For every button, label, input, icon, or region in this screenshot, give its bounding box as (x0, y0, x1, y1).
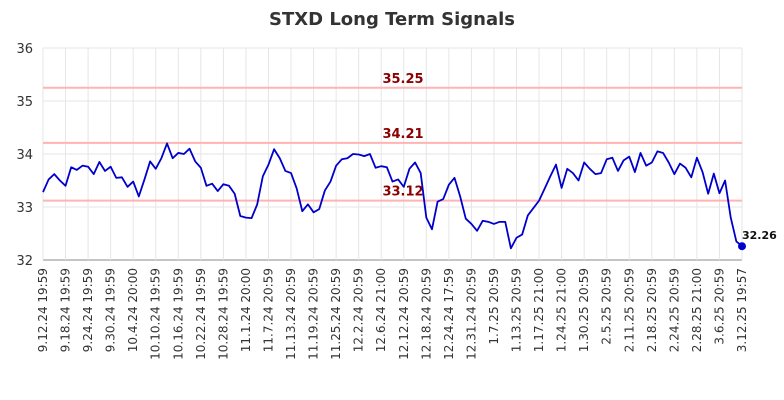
x-tick-label: 2.28.25 21:00 (690, 268, 704, 352)
x-tick-label: 11.7.24 20:59 (261, 268, 275, 352)
x-tick-label: 1.24.25 21:00 (555, 268, 569, 352)
x-tick-label: 12.18.24 20:59 (419, 268, 433, 360)
axis-layer: 32 33 34 35 36 9.12.24 19:59 9.18.24 19:59 9.24… (16, 42, 749, 360)
grid-layer (42, 47, 743, 261)
last-value-label: 32.26 (742, 229, 777, 242)
chart-title: STXD Long Term Signals (269, 9, 515, 30)
last-point-marker (738, 242, 746, 251)
x-tick-label: 2.18.25 20:59 (645, 268, 659, 352)
x-tick-label: 1.17.25 21:00 (532, 268, 546, 352)
x-tick-label: 2.5.25 20:59 (600, 268, 614, 345)
x-tick-label: 11.1.24 20:00 (239, 268, 253, 352)
x-tick-label: 10.16.24 19:59 (171, 268, 185, 360)
x-tick-label: 12.31.24 20:59 (464, 268, 478, 360)
x-tick-label: 12.6.24 21:00 (374, 268, 388, 352)
x-tick-label: 10.4.24 20:00 (126, 268, 140, 352)
signal-level-label: 34.21 (382, 127, 423, 142)
x-tick-label: 12.24.24 17:59 (442, 268, 456, 360)
x-tick-label: 9.30.24 19:59 (104, 268, 118, 352)
x-tick-label: 1.13.25 20:59 (510, 268, 524, 352)
x-tick-label: 9.24.24 19:59 (81, 268, 95, 352)
y-tick-label: 35 (16, 95, 33, 110)
x-tick-label: 2.11.25 20:59 (622, 268, 636, 352)
x-tick-label: 10.28.24 19:59 (216, 268, 230, 360)
x-tick-label: 12.2.24 20:59 (352, 268, 366, 352)
x-tick-label: 3.12.25 19:57 (735, 268, 749, 352)
x-tick-label: 3.6.25 20:59 (712, 268, 726, 345)
signal-level-label: 35.25 (382, 72, 423, 87)
x-tick-label: 1.30.25 20:59 (577, 268, 591, 352)
x-tick-label: 11.25.24 20:59 (329, 268, 343, 360)
x-tick-label: 9.18.24 19:59 (59, 268, 73, 352)
signal-levels-layer: 35.25 34.21 33.12 (43, 72, 742, 202)
x-tick-label: 10.22.24 19:59 (194, 268, 208, 360)
signal-level-label: 33.12 (382, 185, 423, 200)
x-tick-label: 2.24.25 20:59 (667, 268, 681, 352)
price-series-line (42, 142, 743, 250)
x-tick-label: 12.12.24 20:59 (397, 268, 411, 360)
x-tick-label: 9.12.24 19:59 (36, 268, 50, 352)
y-tick-label: 32 (16, 254, 33, 269)
x-tick-label: 10.10.24 19:59 (149, 268, 163, 360)
series-layer: 32.26 (42, 142, 777, 251)
x-tick-label: 1.7.25 20:59 (487, 268, 501, 345)
x-tick-label: 11.19.24 20:59 (307, 268, 321, 360)
y-tick-label: 33 (16, 201, 33, 216)
x-tick-label: 11.13.24 20:59 (284, 268, 298, 360)
y-tick-label: 34 (16, 148, 33, 163)
y-tick-label: 36 (16, 42, 33, 57)
